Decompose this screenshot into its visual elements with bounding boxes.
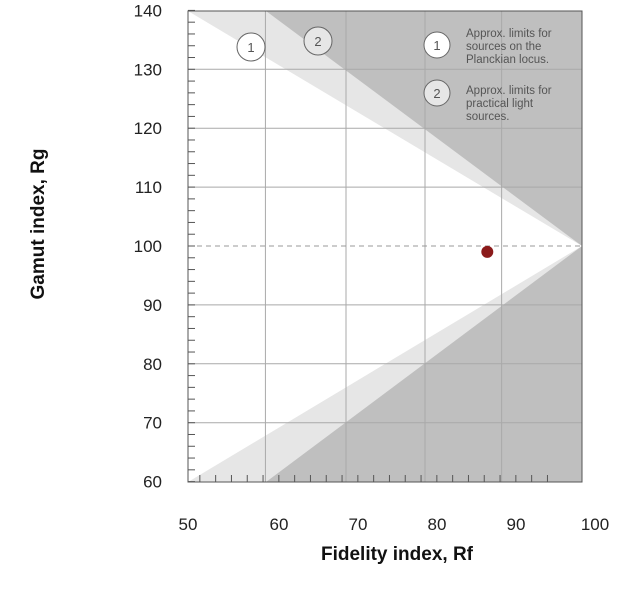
x-tick-label: 80 [428, 515, 447, 534]
y-tick-label: 130 [134, 60, 162, 79]
region-2-badge [303, 26, 333, 56]
legend-1-badge [423, 31, 451, 59]
y-tick-label: 110 [135, 178, 162, 197]
x-axis-title: Fidelity index, Rf [321, 544, 474, 565]
y-tick-label: 100 [134, 237, 162, 256]
legend-1-text: Approx. limits for sources on the Planck… [466, 28, 555, 66]
region-badges: 1 2 [236, 26, 333, 62]
y-axis-title: Gamut index, Rg [28, 149, 49, 300]
legend-2-text: Approx. limits for practical light sourc… [466, 85, 555, 123]
y-tick-label: 70 [143, 414, 162, 433]
legend: 1 Approx. limits for sources on the Plan… [423, 28, 555, 123]
x-tick-label: 70 [349, 515, 368, 534]
legend-2-badge [423, 79, 451, 107]
legend-2-badge-label: 2 [433, 86, 440, 101]
region-1-badge-label: 1 [247, 40, 254, 55]
y-tick-label: 80 [143, 355, 162, 374]
x-tick-label: 100 [581, 515, 609, 534]
y-tick-labels: 60 70 80 90 100 110 120 130 140 [134, 1, 162, 491]
y-tick-label: 140 [134, 1, 162, 20]
points-layer [481, 245, 494, 258]
region-1-badge [236, 32, 266, 62]
legend-1-badge-label: 1 [433, 38, 440, 53]
y-tick-label: 120 [134, 119, 162, 138]
region-2-badge-label: 2 [314, 34, 321, 49]
x-tick-label: 90 [507, 515, 526, 534]
data-point [481, 245, 494, 258]
x-tick-label: 50 [179, 515, 198, 534]
x-tick-labels: 50 60 70 80 90 100 [179, 515, 610, 534]
y-tick-label: 60 [143, 473, 162, 492]
x-tick-label: 60 [270, 515, 289, 534]
grid-layer [188, 11, 582, 482]
minor-ticks [188, 9, 548, 483]
y-tick-label: 90 [143, 296, 162, 315]
